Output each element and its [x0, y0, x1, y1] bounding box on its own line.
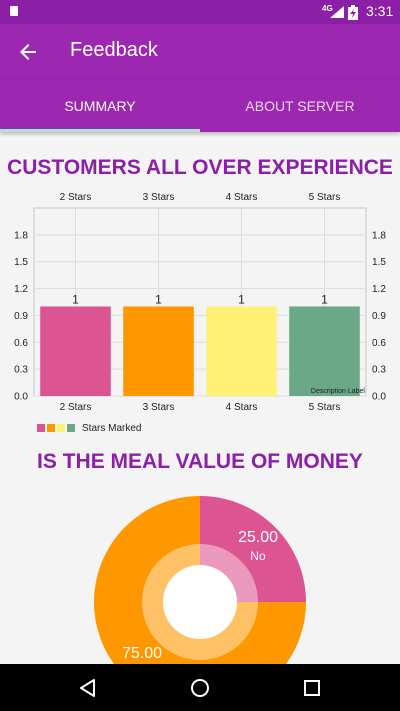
y-tick-label-left: 0.9 — [14, 311, 28, 322]
pie-slice — [200, 496, 306, 602]
signal-icon — [330, 6, 344, 18]
tab-bar: SUMMARY ABOUT SERVER — [0, 80, 400, 132]
bar-chart-title: CUSTOMERS ALL OVER EXPERIENCE — [7, 156, 393, 179]
y-tick-label-right: 1.8 — [372, 230, 386, 241]
y-tick-label-right: 1.5 — [372, 257, 386, 268]
tab-summary[interactable]: SUMMARY — [64, 98, 136, 114]
y-tick-label-left: 0.6 — [14, 338, 28, 349]
y-tick-label-right: 0.3 — [372, 365, 386, 376]
arrow-back-icon[interactable] — [16, 40, 40, 64]
legend-swatch — [67, 424, 75, 432]
legend-swatch — [37, 424, 45, 432]
bar-value-label: 1 — [321, 292, 328, 306]
y-tick-label-left: 1.2 — [14, 284, 28, 295]
chart-description-label: Description Label — [311, 388, 366, 395]
x-tick-label-bottom: 4 Stars — [226, 402, 258, 413]
bar — [289, 306, 360, 396]
x-tick-label-top: 2 Stars — [60, 192, 92, 203]
tab-indicator — [0, 129, 200, 132]
network-type: 4G — [322, 4, 333, 13]
page-title: Feedback — [70, 39, 158, 61]
clock: 3:31 — [366, 3, 394, 19]
y-tick-label-right: 0.9 — [372, 311, 386, 322]
bar — [206, 306, 277, 396]
app-bar: Feedback — [0, 24, 400, 80]
tab-about-server[interactable]: ABOUT SERVER — [245, 98, 355, 114]
y-tick-label-right: 0.6 — [372, 338, 386, 349]
legend-label: Stars Marked — [82, 422, 142, 434]
battery-charging-icon — [348, 5, 358, 20]
y-tick-label-left: 0.0 — [14, 392, 28, 403]
y-tick-label-right: 0.0 — [372, 392, 386, 403]
pie-slice-label: No — [250, 549, 266, 563]
summary-content: CUSTOMERS ALL OVER EXPERIENCE 0.0 0.0 0.3 0… — [0, 132, 400, 664]
status-bar: 4G 3:31 — [0, 0, 400, 24]
sd-card-icon — [10, 6, 18, 16]
legend-swatch — [57, 424, 65, 432]
x-tick-label-top: 3 Stars — [143, 192, 175, 203]
bar-chart: 0.0 0.0 0.3 0.3 0.6 0.6 0.9 0.9 1.2 1.2 1.5 1.5 1.8 1… — [14, 192, 386, 413]
system-nav-bar — [0, 664, 400, 711]
bar — [40, 306, 111, 396]
pie-slice — [94, 496, 306, 664]
y-tick-label-left: 0.3 — [14, 365, 28, 376]
pie-value-label: 25.00 — [238, 529, 278, 546]
chart-legend: Stars Marked — [37, 421, 141, 435]
pie-chart-title: IS THE MEAL VALUE OF MONEY — [37, 450, 363, 473]
y-tick-label-left: 1.8 — [14, 230, 28, 241]
bar-value-label: 1 — [238, 292, 245, 306]
pie-hole — [163, 565, 237, 639]
x-tick-label-bottom: 2 Stars — [60, 402, 92, 413]
y-tick-label-right: 1.2 — [372, 284, 386, 295]
x-tick-label-bottom: 3 Stars — [143, 402, 175, 413]
pie-value-label: 75.00 — [122, 645, 162, 662]
bar — [123, 306, 194, 396]
x-tick-label-top: 4 Stars — [226, 192, 258, 203]
x-tick-label-bottom: 5 Stars — [309, 402, 341, 413]
bar-value-label: 1 — [155, 292, 162, 306]
legend-swatch — [47, 424, 55, 432]
bar-value-label: 1 — [72, 292, 79, 306]
x-tick-label-top: 5 Stars — [309, 192, 341, 203]
y-tick-label-left: 1.5 — [14, 257, 28, 268]
nav-recents-icon[interactable] — [300, 676, 324, 700]
nav-back-icon[interactable] — [76, 676, 100, 700]
nav-home-icon[interactable] — [188, 676, 212, 700]
